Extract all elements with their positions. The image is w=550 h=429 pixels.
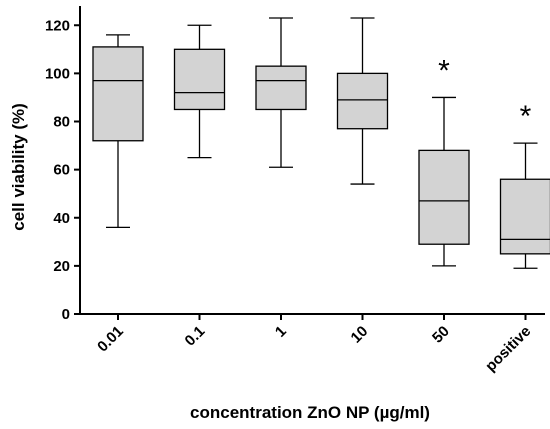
iqr-box bbox=[336, 72, 389, 130]
y-tick-label: 100 bbox=[45, 65, 70, 82]
box-10 bbox=[336, 17, 389, 185]
y-tick-label: 60 bbox=[53, 162, 70, 179]
y-axis-title: cell viability (%) bbox=[9, 103, 28, 231]
significance-marker: * bbox=[438, 54, 450, 87]
y-tick-label: 120 bbox=[45, 17, 70, 34]
significance-marker: * bbox=[520, 100, 532, 133]
y-tick-label: 0 bbox=[62, 306, 70, 323]
x-tick-label: 0.1 bbox=[182, 323, 209, 350]
x-tick-label: 1 bbox=[272, 323, 290, 341]
x-axis-title: concentration ZnO NP (µg/ml) bbox=[190, 403, 430, 422]
y-tick-label: 20 bbox=[53, 258, 70, 275]
iqr-box bbox=[92, 46, 144, 142]
box-positive: * bbox=[499, 100, 550, 269]
x-tick-label: 0.01 bbox=[94, 323, 127, 356]
y-axis: 0 20 40 60 80 100 120 bbox=[45, 6, 81, 323]
iqr-box bbox=[173, 48, 226, 111]
iqr-box bbox=[418, 149, 470, 245]
iqr-box bbox=[499, 178, 550, 255]
x-tick-label: positive bbox=[482, 323, 534, 375]
box-1 bbox=[255, 17, 307, 168]
y-tick-label: 40 bbox=[53, 210, 70, 227]
y-tick-label: 80 bbox=[53, 114, 70, 131]
box-50: * bbox=[418, 54, 470, 267]
box-0.01 bbox=[92, 34, 144, 229]
x-tick-label: 50 bbox=[429, 323, 453, 347]
x-axis: 0.01 0.1 1 10 50 positive bbox=[80, 313, 545, 375]
x-tick-label: 10 bbox=[348, 323, 372, 347]
box-0.1 bbox=[173, 24, 226, 159]
boxes-group: ** bbox=[92, 17, 550, 269]
iqr-box bbox=[255, 65, 307, 111]
